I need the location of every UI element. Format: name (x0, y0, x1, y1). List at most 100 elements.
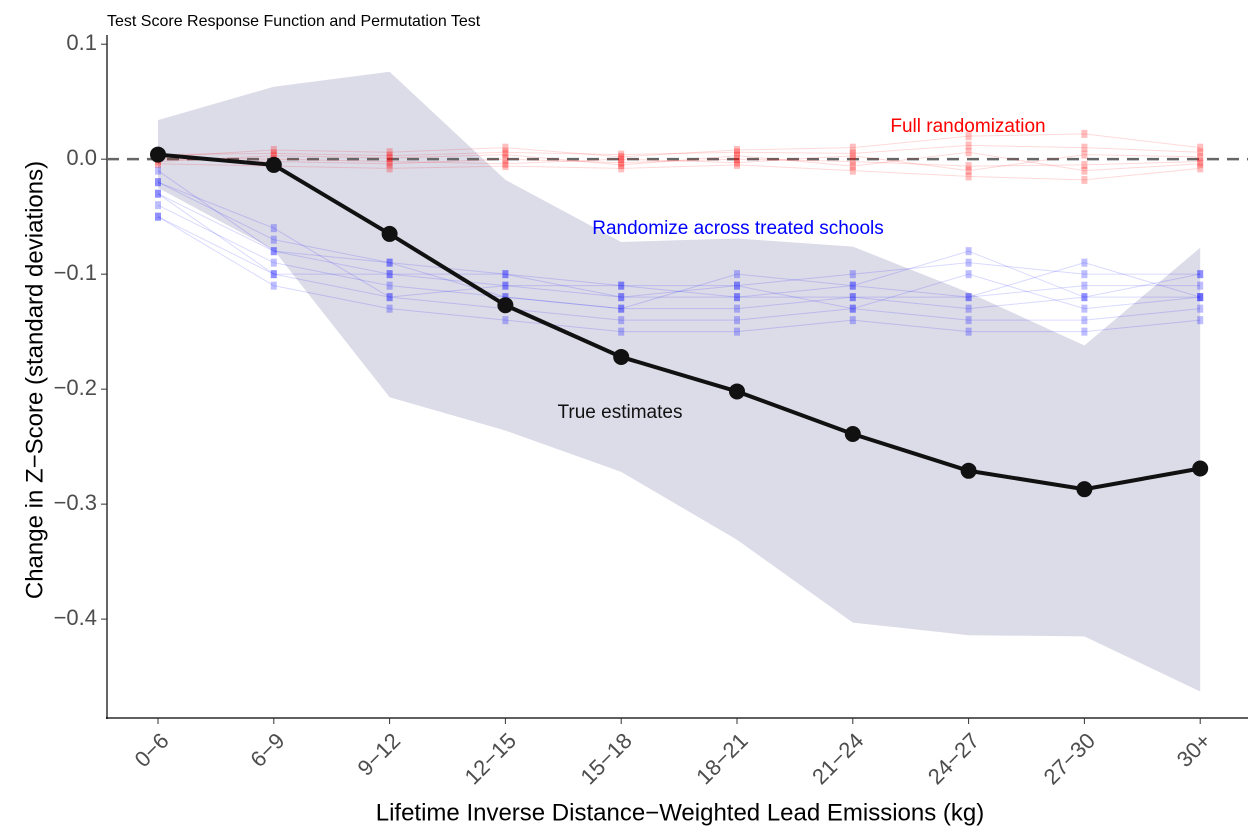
permutation-point (270, 247, 277, 256)
x-tick-label: 21−24 (807, 728, 868, 789)
permutation-point (1197, 316, 1204, 325)
permutation-line (157, 151, 1201, 172)
permutation-point (270, 247, 277, 256)
permutation-point (386, 258, 393, 267)
permutation-point (386, 151, 393, 160)
permutation-point (155, 201, 161, 210)
permutation-point (1197, 293, 1204, 302)
permutation-point (155, 166, 161, 175)
permutation-point (734, 158, 740, 167)
permutation-point (502, 281, 509, 290)
permutation-line (157, 193, 1201, 298)
permutation-point (1081, 160, 1088, 169)
permutation-point (734, 316, 740, 325)
permutation-point (1081, 150, 1088, 159)
permutation-point (1081, 129, 1088, 138)
permutation-point (1081, 258, 1088, 267)
permutation-point (618, 293, 625, 302)
permutation-point (155, 212, 161, 221)
permutation-point (618, 304, 625, 313)
permutation-point (502, 162, 509, 171)
permutation-point (965, 166, 972, 175)
permutation-point (1197, 304, 1204, 313)
permutation-annotation: Full randomization (890, 116, 1045, 137)
permutation-point (155, 189, 161, 198)
permutation-point (734, 155, 740, 164)
permutation-point (618, 281, 625, 290)
permutation-point (849, 293, 856, 302)
permutation-point (734, 270, 740, 279)
permutation-point (270, 149, 277, 158)
permutation-point (1197, 157, 1204, 166)
permutation-point (502, 270, 509, 279)
permutation-line (157, 170, 1201, 310)
x-tick-label: 12−15 (460, 728, 521, 789)
permutation-point (618, 158, 625, 167)
permutation-point (1081, 316, 1088, 325)
y-tick-label: −0.1 (54, 260, 97, 285)
permutation-point (155, 178, 161, 187)
permutation-point (734, 151, 740, 160)
permutation-point (965, 172, 972, 181)
permutation-point (734, 327, 740, 336)
permutation-point (1081, 166, 1088, 175)
permutation-point (734, 293, 740, 302)
permutation-point (155, 159, 161, 168)
permutation-point (386, 154, 393, 163)
x-tick-label: 9−12 (353, 728, 406, 781)
estimate-point (1192, 460, 1209, 477)
x-tick-label: 0−6 (130, 728, 174, 772)
permutation-point (734, 281, 740, 290)
permutation-point (270, 145, 277, 154)
permutation-point (1197, 152, 1204, 161)
permutation-point (1081, 304, 1088, 313)
permutation-point (965, 258, 972, 267)
permutation-point (734, 160, 740, 169)
permutation-point (386, 293, 393, 302)
permutation-point (849, 151, 856, 160)
permutation-point (502, 159, 509, 168)
permutation-point (1081, 270, 1088, 279)
permutation-point (1197, 148, 1204, 157)
permutation-point (155, 189, 161, 198)
estimate-point (613, 348, 630, 365)
permutation-point (849, 162, 856, 171)
permutation-point (849, 304, 856, 313)
permutation-line (157, 216, 1201, 321)
permutation-point (502, 293, 509, 302)
permutation-point (502, 270, 509, 279)
permutation-point (1197, 270, 1204, 279)
permutation-point (386, 164, 393, 173)
permutation-point (965, 327, 972, 336)
permutation-point (965, 304, 972, 313)
permutation-point (1081, 175, 1088, 184)
permutation-point (1081, 327, 1088, 336)
permutation-point (965, 270, 972, 279)
permutation-point (849, 293, 856, 302)
permutation-line (157, 181, 1201, 298)
permutation-line (157, 158, 1201, 167)
estimate-line (157, 152, 1201, 492)
permutation-point (734, 281, 740, 290)
permutation-point (618, 293, 625, 302)
permutation-point (155, 178, 161, 187)
permutation-point (502, 281, 509, 290)
permutation-point (386, 281, 393, 290)
x-tick-label: 6−9 (245, 728, 289, 772)
permutation-point (270, 235, 277, 244)
x-tick-label: 30+ (1172, 728, 1216, 772)
estimate-point (729, 383, 745, 400)
permutation-point (618, 316, 625, 325)
permutation-point (965, 247, 972, 256)
x-tick-label: 27−30 (1039, 728, 1100, 789)
estimate-point (844, 425, 861, 442)
permutation-point (1197, 164, 1204, 173)
permutation-point (618, 152, 625, 161)
permutation-point (965, 293, 972, 302)
permutation-line (157, 193, 1201, 310)
permutation-point (502, 293, 509, 302)
chart-title: Test Score Response Function and Permuta… (107, 13, 481, 30)
permutation-line (157, 181, 1201, 287)
permutation-point (849, 316, 856, 325)
